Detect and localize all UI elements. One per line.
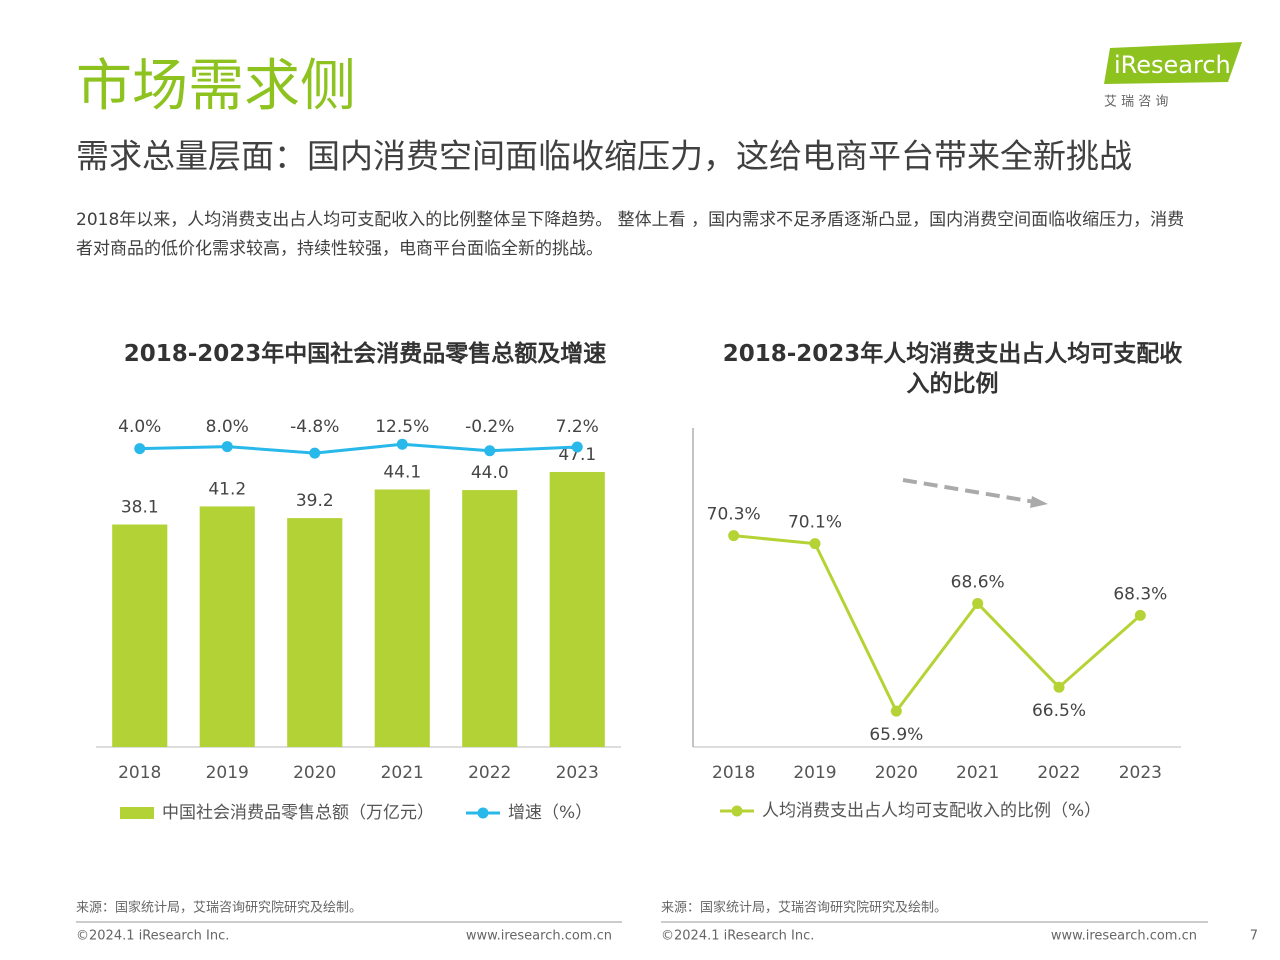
- bar: [549, 471, 605, 747]
- data-label: 8.0%: [206, 417, 249, 437]
- subtitle: 需求总量层面：国内消费空间面临收缩压力，这给电商平台带来全新挑战: [76, 137, 1132, 176]
- x-tick-label: 2020: [293, 763, 336, 783]
- data-label: 47.1: [558, 445, 596, 465]
- data-label: 68.3%: [1113, 584, 1167, 604]
- data-label: 7.2%: [556, 417, 599, 437]
- data-label: 68.6%: [951, 572, 1005, 592]
- point: [396, 438, 408, 450]
- point: [1134, 609, 1146, 621]
- legend-label: 中国社会消费品零售总额（万亿元）: [162, 803, 434, 823]
- legend-label: 人均消费支出占人均可支配收入的比例（%）: [762, 801, 1101, 821]
- data-label: 66.5%: [1032, 701, 1086, 721]
- point: [809, 538, 821, 550]
- data-label: 12.5%: [375, 417, 429, 437]
- x-tick-label: 2021: [381, 763, 424, 783]
- website: www.iresearch.com.cn: [466, 929, 612, 944]
- data-label: 4.0%: [118, 417, 161, 437]
- legend-swatch: [477, 807, 489, 819]
- x-tick-label: 2019: [206, 763, 249, 783]
- data-label: 41.2: [208, 479, 246, 499]
- point: [134, 443, 146, 455]
- arrow-head: [1030, 496, 1048, 508]
- point: [571, 441, 583, 453]
- source: 来源：国家统计局，艾瑞咨询研究院研究及绘制。: [661, 900, 947, 916]
- x-tick-label: 2022: [468, 763, 511, 783]
- x-tick-label: 2020: [875, 763, 918, 783]
- point: [309, 447, 321, 459]
- body-text: 2018年以来，人均消费支出占人均可支配收入的比例整体呈下降趋势。 整体上看 ，…: [76, 210, 1185, 259]
- data-label: -4.8%: [290, 417, 339, 437]
- x-tick-label: 2022: [1037, 763, 1080, 783]
- logo-bg: [1104, 42, 1242, 84]
- page-number: 7: [1250, 929, 1258, 944]
- x-tick-label: 2023: [556, 763, 599, 783]
- data-label: 65.9%: [869, 725, 923, 745]
- source: 来源：国家统计局，艾瑞咨询研究院研究及绘制。: [76, 900, 362, 916]
- chart-title: 2018-2023年人均消费支出占人均可支配收入的比例: [722, 341, 1183, 397]
- data-label: 38.1: [121, 498, 159, 518]
- data-label: 70.3%: [707, 505, 761, 525]
- bar: [112, 524, 168, 747]
- x-tick-label: 2023: [1119, 763, 1162, 783]
- x-tick-label: 2019: [793, 763, 836, 783]
- data-label: 44.1: [383, 462, 421, 482]
- bar: [287, 518, 343, 747]
- trend-arrow: [902, 478, 1036, 504]
- title: 市场需求侧: [76, 54, 356, 119]
- line: [733, 534, 1142, 714]
- point: [890, 705, 902, 717]
- data-label: 39.2: [296, 491, 334, 511]
- logo: iResearch: [1114, 51, 1231, 79]
- legend-label: 增速（%）: [508, 803, 592, 823]
- copyright: ©2024.1 iResearch Inc.: [76, 929, 229, 944]
- point: [1053, 681, 1065, 693]
- data-label: 70.1%: [788, 513, 842, 533]
- copyright: ©2024.1 iResearch Inc.: [661, 929, 814, 944]
- logo-sub: 艾 瑞 咨 询: [1104, 95, 1168, 110]
- data-label: 44.0: [471, 463, 509, 483]
- bar: [374, 489, 430, 747]
- point: [972, 597, 984, 609]
- x-tick-label: 2018: [118, 763, 161, 783]
- point: [484, 445, 496, 457]
- legend-swatch: [120, 807, 154, 819]
- legend-swatch: [731, 805, 743, 817]
- data-label: -0.2%: [465, 417, 514, 437]
- bar: [462, 490, 518, 747]
- chart-title: 2018-2023年中国社会消费品零售总额及增速: [123, 341, 607, 367]
- x-tick-label: 2021: [956, 763, 999, 783]
- line: [139, 442, 578, 455]
- point: [221, 441, 233, 453]
- x-tick-label: 2018: [712, 763, 755, 783]
- point: [728, 530, 740, 542]
- website: www.iresearch.com.cn: [1051, 929, 1197, 944]
- bar: [199, 506, 255, 747]
